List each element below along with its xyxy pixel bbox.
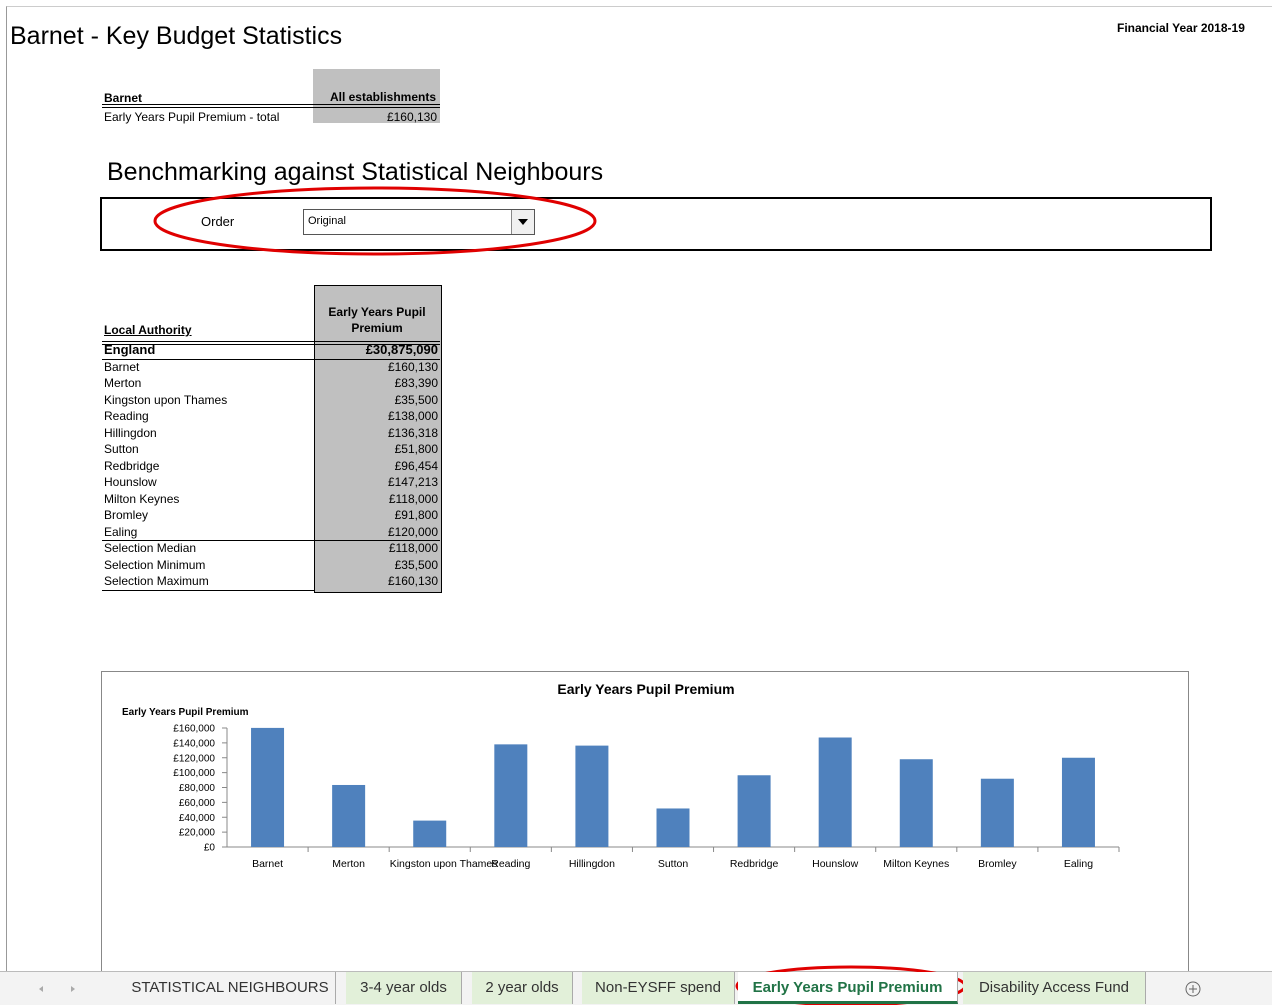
tab-scroll-arrows[interactable]: [0, 972, 100, 1005]
sheet-border: [6, 6, 1272, 973]
x-tick-label: Kingston upon Thames: [389, 858, 498, 870]
summary-column-header: All establishments: [329, 90, 436, 104]
chart-title: Early Years Pupil Premium: [557, 681, 734, 697]
summary-shade: [313, 69, 440, 123]
row-label: Bromley: [104, 508, 149, 522]
dropdown-button[interactable]: [511, 210, 534, 234]
chart: Early Years Pupil Premium Early Years Pu…: [122, 681, 1120, 854]
y-tick-label: £140,000: [173, 738, 215, 749]
row-label: Merton: [104, 376, 142, 390]
add-sheet[interactable]: [1184, 980, 1202, 998]
financial-year: Financial Year 2018-19: [1117, 21, 1245, 35]
bar: [818, 737, 852, 847]
row-value: £35,500: [394, 557, 438, 572]
chart-area: Early Years Pupil Premium Early Years Pu…: [101, 671, 1189, 983]
x-tick-label: Hounslow: [812, 858, 859, 870]
benchmark-title: Benchmarking against Statistical Neighbo…: [107, 158, 604, 186]
y-tick-label: £160,000: [173, 724, 215, 735]
row-label: Milton Keynes: [104, 491, 180, 506]
row-label: Barnet: [104, 359, 140, 374]
order-select[interactable]: Original: [303, 209, 535, 235]
row-value: £160,130: [387, 359, 438, 374]
row-value: £136,318: [387, 425, 438, 440]
row-value: £160,130: [387, 574, 438, 588]
page-title: Barnet - Key Budget Statistics: [10, 22, 343, 50]
bar: [1061, 757, 1095, 847]
x-tick-label: Sutton: [657, 858, 689, 870]
sheet-tab[interactable]: 2 year olds: [472, 972, 573, 1004]
order-label: Order: [201, 214, 235, 229]
row-label: Sutton: [104, 442, 139, 456]
sheet-tab[interactable]: Early Years Pupil Premium: [738, 972, 958, 1004]
bar: [899, 759, 933, 847]
y-tick-label: £80,000: [179, 783, 216, 794]
sheet-tab[interactable]: Non-EYSFF spend: [582, 972, 735, 1004]
summary-rule: [102, 104, 440, 108]
y-tick-label: £100,000: [173, 768, 215, 779]
row-label: England: [104, 342, 156, 357]
table-bottom: [102, 589, 314, 591]
row-label: Ealing: [104, 524, 138, 539]
order-box: [100, 197, 1212, 251]
row-value: £96,454: [394, 458, 438, 473]
bar: [494, 744, 528, 847]
row-rule: [102, 358, 440, 360]
bar: [656, 808, 690, 847]
y-tick-label: £20,000: [179, 828, 216, 839]
y-tick-label: £40,000: [179, 813, 216, 824]
row-label: Selection Minimum: [104, 557, 206, 572]
column-header: Early Years Pupil Premium: [328, 305, 426, 335]
row-value: £138,000: [387, 409, 438, 423]
summary-row-header: Barnet: [104, 91, 143, 105]
row-value: £118,000: [388, 491, 438, 506]
x-tick-label: Bromley: [978, 858, 1017, 870]
sheet-tab[interactable]: 3-4 year olds: [346, 972, 462, 1004]
row-label: Redbridge: [104, 458, 160, 473]
dropdown-arrow: [518, 219, 528, 225]
bar: [980, 778, 1014, 847]
column-header: Local Authority: [104, 323, 192, 337]
row-value: £30,875,090: [365, 342, 438, 357]
x-tick-label: Merton: [332, 858, 365, 870]
bar: [575, 745, 609, 847]
row-label: Hillingdon: [104, 425, 157, 440]
row-label: Hounslow: [104, 475, 157, 489]
x-tick-label: Reading: [491, 858, 531, 870]
y-tick-label: £60,000: [179, 798, 216, 809]
row-value: £35,500: [394, 392, 438, 407]
row-rule: [102, 540, 440, 541]
y-tick-label: £0: [204, 843, 216, 854]
x-tick-label: Barnet: [252, 858, 283, 870]
row-value: £83,390: [394, 376, 438, 390]
x-tick-label: Ealing: [1063, 858, 1094, 870]
row-label: Reading: [104, 409, 149, 423]
row-value: £118,000: [388, 541, 438, 555]
row-label: Kingston upon Thames: [104, 392, 228, 407]
bar: [413, 820, 447, 847]
bar: [251, 727, 285, 847]
row-value: £120,000: [387, 524, 438, 539]
x-tick-label: Hillingdon: [568, 858, 615, 870]
row-value: £91,800: [394, 508, 438, 522]
sheet-tab[interactable]: STATISTICAL NEIGHBOURS: [125, 972, 336, 1004]
summary-value: £160,130: [386, 110, 437, 124]
order-value: Original: [308, 215, 346, 227]
x-tick-label: Milton Keynes: [883, 858, 950, 870]
row-value: £147,213: [387, 475, 438, 489]
row-value: £51,800: [394, 442, 438, 456]
x-tick-label: Redbridge: [729, 858, 779, 870]
y-tick-label: £120,000: [173, 753, 215, 764]
bar: [332, 784, 366, 847]
summary-row-label: Early Years Pupil Premium - total: [104, 110, 280, 124]
column-shade: [314, 285, 442, 593]
y-axis-title: Early Years Pupil Premium: [122, 707, 249, 718]
row-label: Selection Median: [104, 541, 197, 555]
header-rule: [102, 341, 440, 345]
bar: [737, 775, 771, 847]
row-label: Selection Maximum: [104, 574, 209, 588]
sheet-tab[interactable]: Disability Access Fund: [963, 972, 1146, 1004]
